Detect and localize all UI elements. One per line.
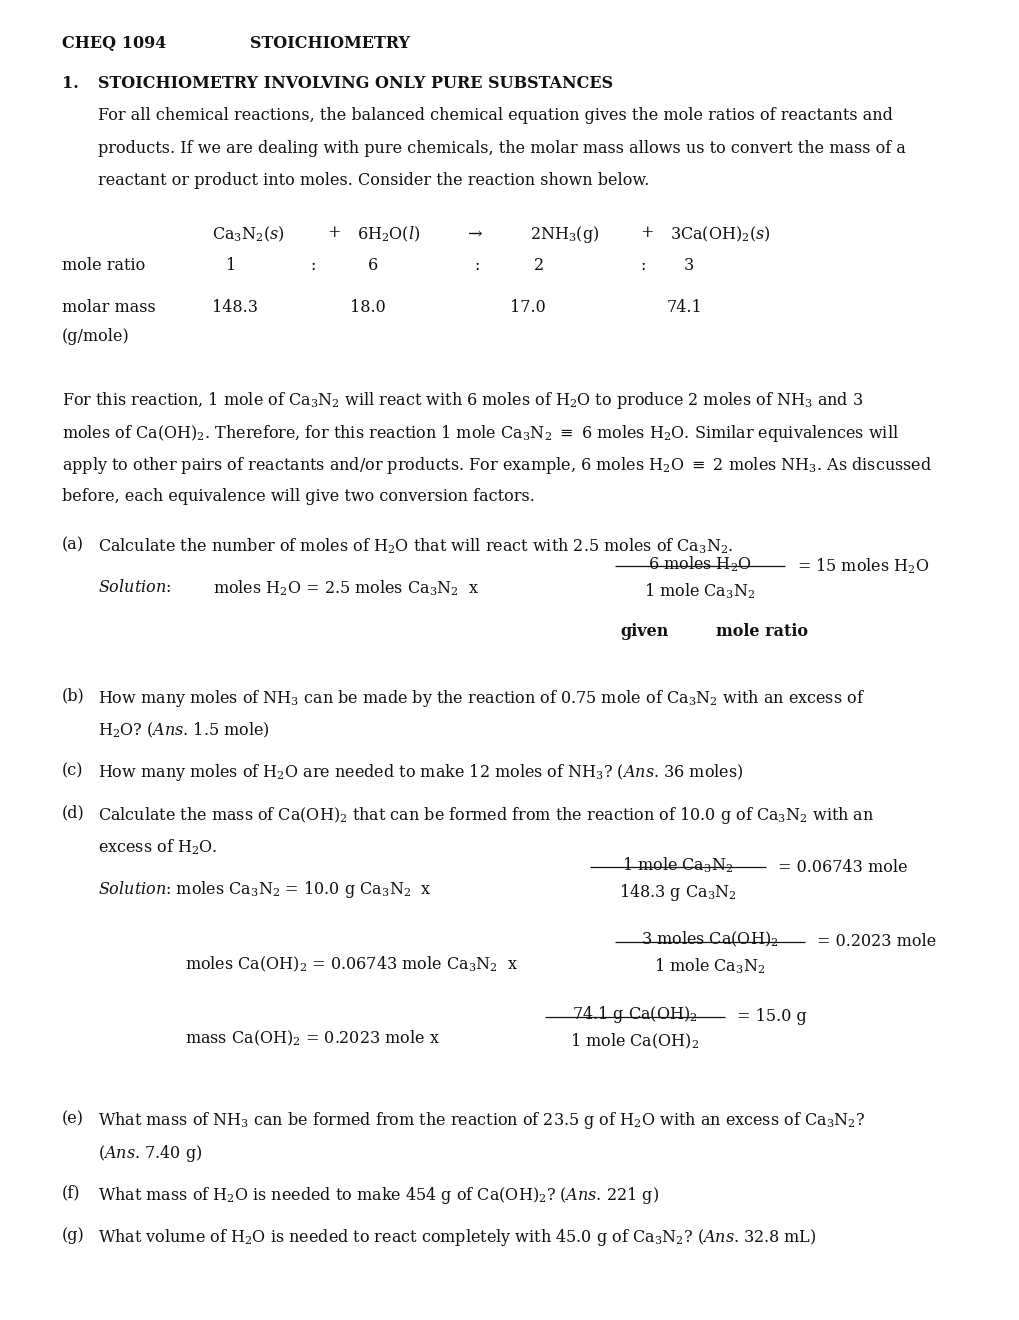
Text: 6H$_2$O($l$): 6H$_2$O($l$)	[357, 224, 420, 244]
Text: :: :	[639, 257, 645, 275]
Text: moles Ca(OH)$_2$ = 0.06743 mole Ca$_3$N$_2$  x: moles Ca(OH)$_2$ = 0.06743 mole Ca$_3$N$…	[184, 954, 518, 974]
Text: = 0.06743 mole: = 0.06743 mole	[777, 858, 907, 875]
Text: mole ratio: mole ratio	[62, 257, 145, 275]
Text: = 15.0 g: = 15.0 g	[737, 1008, 806, 1026]
Text: mass Ca(OH)$_2$ = 0.2023 mole x: mass Ca(OH)$_2$ = 0.2023 mole x	[184, 1028, 439, 1048]
Text: mole ratio: mole ratio	[715, 623, 807, 640]
Text: ($\mathit{Ans}$. 7.40 g): ($\mathit{Ans}$. 7.40 g)	[98, 1143, 202, 1164]
Text: +: +	[639, 224, 653, 242]
Text: 148.3 g Ca$_3$N$_2$: 148.3 g Ca$_3$N$_2$	[619, 882, 736, 903]
Text: = 0.2023 mole: = 0.2023 mole	[816, 933, 935, 950]
Text: $\rightarrow$: $\rightarrow$	[464, 224, 483, 242]
Text: $\mathit{Solution}$:: $\mathit{Solution}$:	[98, 578, 171, 595]
Text: (a): (a)	[62, 536, 84, 553]
Text: products. If we are dealing with pure chemicals, the molar mass allows us to con: products. If we are dealing with pure ch…	[98, 140, 905, 157]
Text: 1 mole Ca$_3$N$_2$: 1 mole Ca$_3$N$_2$	[644, 581, 755, 601]
Text: = 15 moles H$_2$O: = 15 moles H$_2$O	[796, 557, 928, 577]
Text: 3Ca(OH)$_2$($s$): 3Ca(OH)$_2$($s$)	[669, 224, 770, 244]
Text: 1.: 1.	[62, 75, 78, 92]
Text: excess of H$_2$O.: excess of H$_2$O.	[98, 837, 217, 857]
Text: 6: 6	[368, 257, 378, 275]
Text: $\mathit{Solution}$: moles Ca$_3$N$_2$ = 10.0 g Ca$_3$N$_2$  x: $\mathit{Solution}$: moles Ca$_3$N$_2$ =…	[98, 879, 431, 900]
Text: STOICHIOMETRY INVOLVING ONLY PURE SUBSTANCES: STOICHIOMETRY INVOLVING ONLY PURE SUBSTA…	[98, 75, 612, 92]
Text: :: :	[310, 257, 315, 275]
Text: +: +	[327, 224, 340, 242]
Text: CHEQ 1094: CHEQ 1094	[62, 36, 166, 51]
Text: given: given	[621, 623, 668, 640]
Text: 74.1: 74.1	[666, 300, 702, 317]
Text: What volume of H$_2$O is needed to react completely with 45.0 g of Ca$_3$N$_2$? : What volume of H$_2$O is needed to react…	[98, 1228, 815, 1249]
Text: 17.0: 17.0	[510, 300, 545, 317]
Text: Calculate the number of moles of H$_2$O that will react with 2.5 moles of Ca$_3$: Calculate the number of moles of H$_2$O …	[98, 536, 733, 556]
Text: (d): (d)	[62, 805, 85, 821]
Text: 6 moles H$_2$O: 6 moles H$_2$O	[647, 554, 751, 574]
Text: (g/mole): (g/mole)	[62, 329, 129, 346]
Text: (g): (g)	[62, 1228, 85, 1245]
Text: How many moles of H$_2$O are needed to make 12 moles of NH$_3$? ($\mathit{Ans}$.: How many moles of H$_2$O are needed to m…	[98, 763, 743, 783]
Text: apply to other pairs of reactants and/or products. For example, 6 moles H$_2$O $: apply to other pairs of reactants and/or…	[62, 455, 931, 477]
Text: before, each equivalence will give two conversion factors.: before, each equivalence will give two c…	[62, 488, 534, 504]
Text: moles of Ca(OH)$_2$. Therefore, for this reaction 1 mole Ca$_3$N$_2$ $\equiv$ 6 : moles of Ca(OH)$_2$. Therefore, for this…	[62, 422, 898, 444]
Text: 74.1 g Ca(OH)$_2$: 74.1 g Ca(OH)$_2$	[572, 1005, 697, 1026]
Text: Calculate the mass of Ca(OH)$_2$ that can be formed from the reaction of 10.0 g : Calculate the mass of Ca(OH)$_2$ that ca…	[98, 805, 873, 825]
Text: (f): (f)	[62, 1185, 81, 1203]
Text: What mass of NH$_3$ can be formed from the reaction of 23.5 g of H$_2$O with an : What mass of NH$_3$ can be formed from t…	[98, 1110, 864, 1131]
Text: 3 moles Ca(OH)$_2$: 3 moles Ca(OH)$_2$	[641, 929, 777, 949]
Text: How many moles of NH$_3$ can be made by the reaction of 0.75 mole of Ca$_3$N$_2$: How many moles of NH$_3$ can be made by …	[98, 688, 864, 709]
Text: For all chemical reactions, the balanced chemical equation gives the mole ratios: For all chemical reactions, the balanced…	[98, 107, 892, 124]
Text: What mass of H$_2$O is needed to make 454 g of Ca(OH)$_2$? ($\mathit{Ans}$. 221 : What mass of H$_2$O is needed to make 45…	[98, 1185, 658, 1206]
Text: :: :	[474, 257, 479, 275]
Text: (b): (b)	[62, 688, 85, 705]
Text: 1: 1	[226, 257, 236, 275]
Text: H$_2$O? ($\mathit{Ans}$. 1.5 mole): H$_2$O? ($\mathit{Ans}$. 1.5 mole)	[98, 721, 270, 739]
Text: For this reaction, 1 mole of Ca$_3$N$_2$ will react with 6 moles of H$_2$O to pr: For this reaction, 1 mole of Ca$_3$N$_2$…	[62, 391, 862, 412]
Text: 1 mole Ca$_3$N$_2$: 1 mole Ca$_3$N$_2$	[622, 855, 733, 875]
Text: (e): (e)	[62, 1110, 84, 1127]
Text: molar mass: molar mass	[62, 300, 156, 317]
Text: 1 mole Ca$_3$N$_2$: 1 mole Ca$_3$N$_2$	[653, 957, 765, 977]
Text: 148.3: 148.3	[212, 300, 258, 317]
Text: moles H$_2$O = 2.5 moles Ca$_3$N$_2$  x: moles H$_2$O = 2.5 moles Ca$_3$N$_2$ x	[213, 578, 479, 598]
Text: reactant or product into moles. Consider the reaction shown below.: reactant or product into moles. Consider…	[98, 173, 649, 190]
Text: 2NH$_3$(g): 2NH$_3$(g)	[530, 224, 599, 246]
Text: 18.0: 18.0	[350, 300, 385, 317]
Text: STOICHIOMETRY: STOICHIOMETRY	[250, 36, 410, 51]
Text: (c): (c)	[62, 763, 84, 779]
Text: Ca$_3$N$_2$($s$): Ca$_3$N$_2$($s$)	[212, 224, 284, 244]
Text: 3: 3	[684, 257, 694, 275]
Text: 2: 2	[534, 257, 543, 275]
Text: 1 mole Ca(OH)$_2$: 1 mole Ca(OH)$_2$	[570, 1031, 699, 1051]
